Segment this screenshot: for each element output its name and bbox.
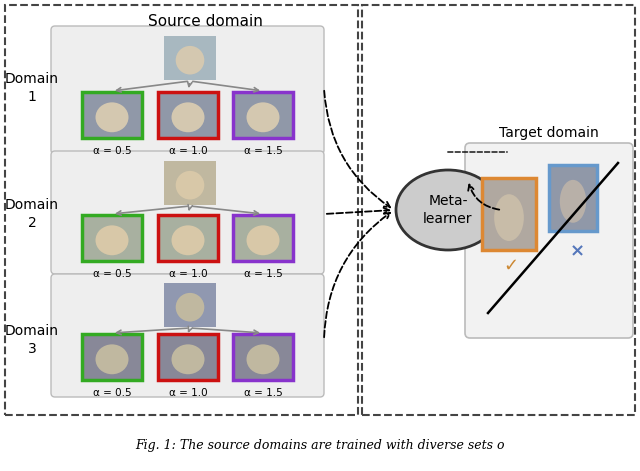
Text: Domain
1: Domain 1	[5, 73, 59, 104]
Ellipse shape	[172, 225, 205, 255]
Text: Target domain: Target domain	[499, 126, 599, 140]
Text: α = 0.5: α = 0.5	[93, 269, 131, 279]
Ellipse shape	[95, 102, 129, 132]
Bar	[482, 178, 536, 250]
Text: α = 1.0: α = 1.0	[169, 146, 207, 156]
Text: α = 1.5: α = 1.5	[244, 146, 282, 156]
Bar	[549, 165, 597, 231]
Bar	[549, 165, 597, 231]
Bar	[158, 215, 218, 261]
Bar	[158, 92, 218, 138]
Ellipse shape	[95, 344, 129, 374]
Bar	[82, 334, 142, 380]
Ellipse shape	[560, 180, 586, 223]
FancyBboxPatch shape	[51, 26, 324, 154]
Text: Domain
3: Domain 3	[5, 325, 59, 356]
Ellipse shape	[246, 102, 280, 132]
Bar	[82, 215, 142, 261]
FancyBboxPatch shape	[465, 143, 633, 338]
Ellipse shape	[172, 102, 205, 132]
Text: Source domain: Source domain	[148, 15, 262, 30]
Ellipse shape	[176, 171, 204, 200]
Ellipse shape	[95, 225, 129, 255]
Text: ×: ×	[570, 242, 584, 260]
Bar	[164, 36, 216, 80]
Bar	[233, 215, 293, 261]
Text: α = 1.5: α = 1.5	[244, 269, 282, 279]
Bar	[82, 92, 142, 138]
Bar	[233, 92, 293, 138]
Bar	[482, 178, 536, 250]
Ellipse shape	[494, 194, 524, 241]
Text: α = 1.0: α = 1.0	[169, 269, 207, 279]
FancyBboxPatch shape	[51, 151, 324, 274]
Text: α = 0.5: α = 0.5	[93, 388, 131, 398]
Bar	[233, 215, 293, 261]
Bar	[164, 161, 216, 205]
Bar	[82, 334, 142, 380]
FancyBboxPatch shape	[51, 274, 324, 397]
Bar	[158, 334, 218, 380]
Bar	[164, 283, 216, 327]
Text: α = 0.5: α = 0.5	[93, 146, 131, 156]
Bar	[233, 92, 293, 138]
Text: ✓: ✓	[504, 257, 518, 275]
Bar	[158, 215, 218, 261]
Ellipse shape	[172, 344, 205, 374]
Bar	[158, 92, 218, 138]
Text: Meta-
learner: Meta- learner	[423, 195, 473, 226]
Text: α = 1.0: α = 1.0	[169, 388, 207, 398]
Text: α = 1.5: α = 1.5	[244, 388, 282, 398]
Ellipse shape	[396, 170, 500, 250]
Bar	[233, 334, 293, 380]
Ellipse shape	[176, 293, 204, 322]
Bar	[82, 92, 142, 138]
Bar	[233, 334, 293, 380]
Text: Domain
2: Domain 2	[5, 198, 59, 230]
Bar	[158, 334, 218, 380]
Text: Fig. 1: The source domains are trained with diverse sets o: Fig. 1: The source domains are trained w…	[135, 439, 505, 452]
Ellipse shape	[246, 225, 280, 255]
Ellipse shape	[246, 344, 280, 374]
Ellipse shape	[176, 46, 204, 74]
Bar	[82, 215, 142, 261]
